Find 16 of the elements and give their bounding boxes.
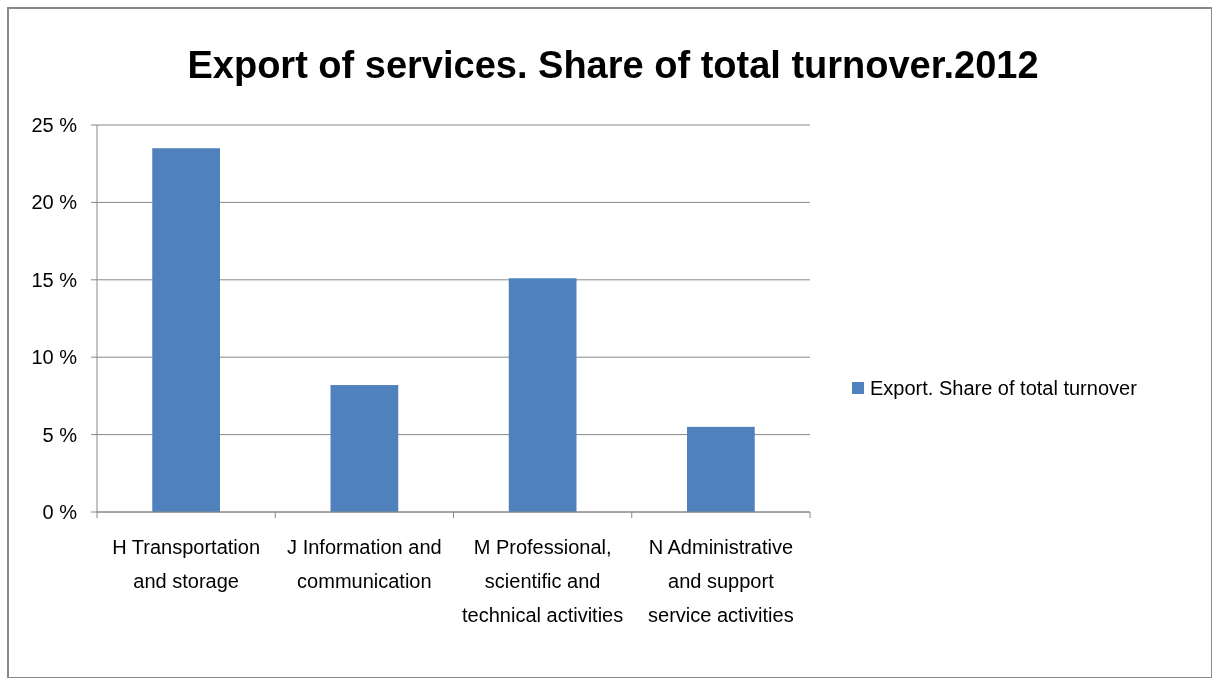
y-tick-label: 15 % [31, 268, 78, 291]
y-tick-label: 10 % [31, 346, 78, 369]
bar [330, 385, 399, 512]
x-tick-label: M Professional, scientific and technical activities [462, 536, 624, 626]
x-tick-label: N Administrative and support service activities [648, 536, 794, 626]
x-tick-label: J Information and communication [287, 536, 442, 592]
x-tick-label: H Transportation and storage [112, 536, 261, 592]
bar [508, 278, 577, 512]
y-tick-label: 25 % [31, 114, 78, 136]
y-tick-label: 5 % [42, 423, 78, 446]
bar [152, 148, 220, 512]
bar [687, 426, 755, 512]
y-tick-label: 20 % [31, 191, 78, 214]
chart-title: Export of services. Share of total turnover.2012 [187, 44, 1039, 86]
y-tick-label: 0 % [42, 501, 78, 523]
legend-label: Export. Share of total turnover [870, 377, 1138, 399]
